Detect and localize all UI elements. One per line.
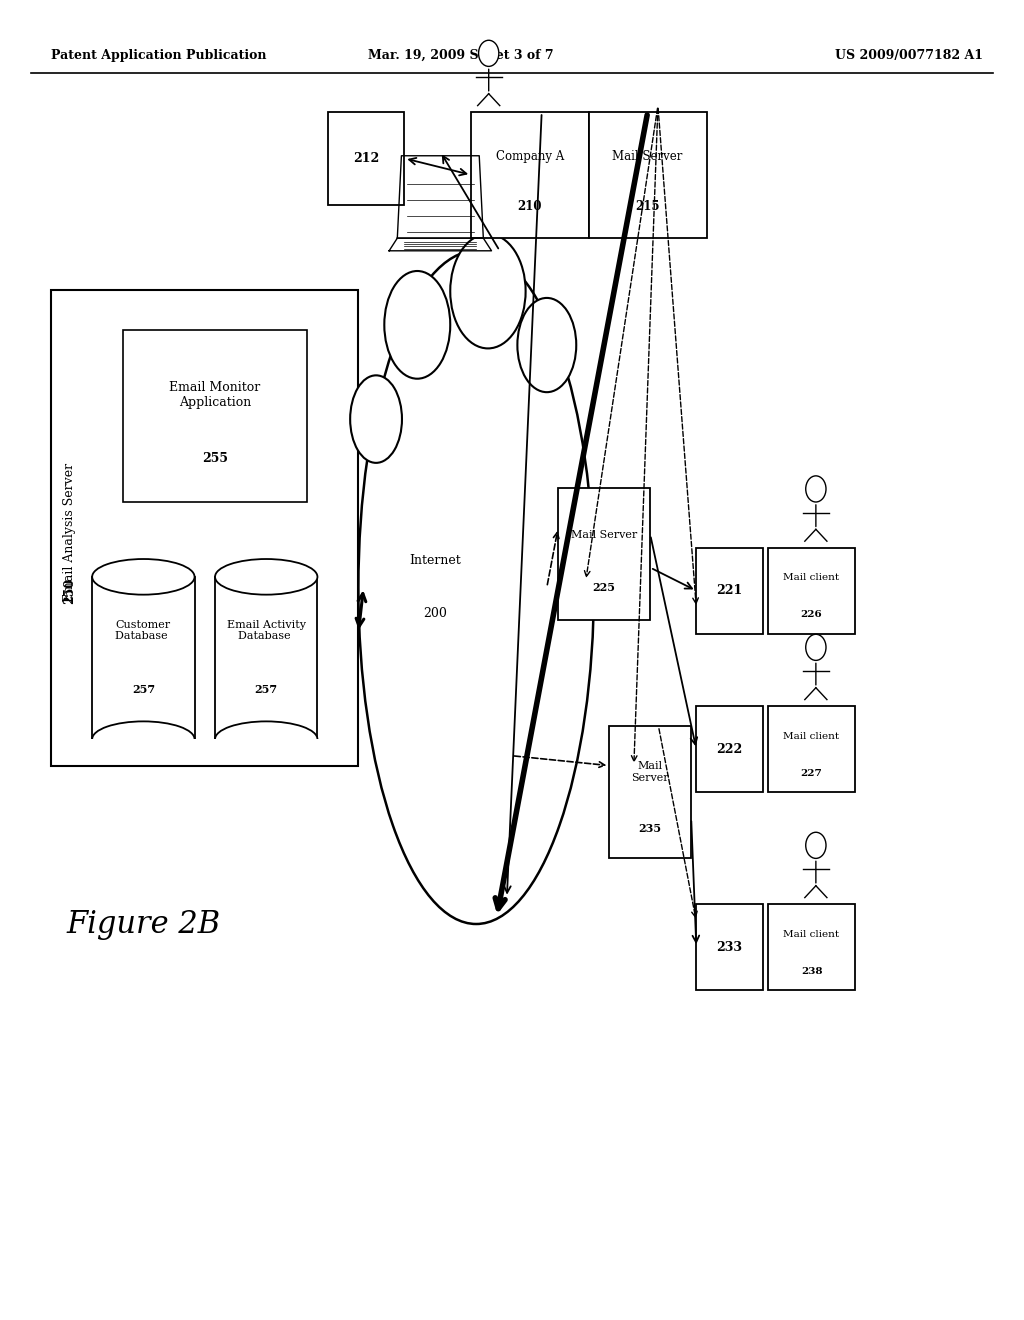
- Text: 235: 235: [639, 824, 662, 834]
- Text: 257: 257: [255, 684, 278, 696]
- Text: Customer
Database: Customer Database: [116, 619, 171, 642]
- Ellipse shape: [350, 375, 402, 463]
- Text: 238: 238: [801, 966, 822, 975]
- Ellipse shape: [215, 560, 317, 594]
- Text: Mail client: Mail client: [783, 731, 840, 741]
- FancyBboxPatch shape: [558, 488, 650, 620]
- Text: 222: 222: [717, 743, 742, 755]
- Text: Mar. 19, 2009 Sheet 3 of 7: Mar. 19, 2009 Sheet 3 of 7: [368, 49, 554, 62]
- Text: 210: 210: [518, 199, 542, 213]
- Text: Email Monitor
Application: Email Monitor Application: [169, 381, 261, 409]
- Text: Patent Application Publication: Patent Application Publication: [51, 49, 266, 62]
- FancyBboxPatch shape: [609, 726, 691, 858]
- Bar: [215, 577, 317, 739]
- Ellipse shape: [92, 560, 195, 594]
- Circle shape: [806, 635, 826, 660]
- Ellipse shape: [92, 721, 195, 758]
- Text: 221: 221: [717, 585, 742, 597]
- Text: Mail Server: Mail Server: [571, 529, 637, 540]
- FancyBboxPatch shape: [696, 904, 763, 990]
- FancyBboxPatch shape: [696, 548, 763, 634]
- Text: 225: 225: [593, 582, 615, 593]
- Text: Company A: Company A: [496, 149, 564, 162]
- FancyBboxPatch shape: [589, 112, 707, 238]
- Text: Figure 2B: Figure 2B: [67, 908, 220, 940]
- FancyBboxPatch shape: [471, 112, 589, 238]
- Text: Email Analysis Server: Email Analysis Server: [63, 454, 76, 602]
- Ellipse shape: [451, 234, 525, 348]
- Text: 250: 250: [63, 578, 76, 605]
- Text: US 2009/0077182 A1: US 2009/0077182 A1: [835, 49, 983, 62]
- Text: Mail Server: Mail Server: [612, 149, 683, 162]
- Circle shape: [806, 833, 826, 858]
- Text: 227: 227: [801, 768, 822, 777]
- Text: 255: 255: [202, 453, 228, 465]
- Text: Mail
Server: Mail Server: [632, 762, 669, 783]
- Bar: [92, 577, 195, 739]
- Text: Internet: Internet: [410, 554, 461, 568]
- FancyBboxPatch shape: [123, 330, 307, 502]
- FancyBboxPatch shape: [328, 112, 404, 205]
- Ellipse shape: [358, 251, 594, 924]
- Ellipse shape: [517, 298, 577, 392]
- Text: Mail client: Mail client: [783, 573, 840, 582]
- Text: Mail client: Mail client: [783, 929, 840, 939]
- Text: 215: 215: [636, 199, 659, 213]
- FancyBboxPatch shape: [696, 706, 763, 792]
- FancyBboxPatch shape: [768, 706, 855, 792]
- Text: Email Activity
Database: Email Activity Database: [226, 619, 306, 642]
- Ellipse shape: [384, 271, 451, 379]
- FancyBboxPatch shape: [768, 904, 855, 990]
- Circle shape: [806, 477, 826, 502]
- Circle shape: [478, 41, 499, 66]
- Text: 212: 212: [353, 152, 379, 165]
- Text: 226: 226: [801, 610, 822, 619]
- Text: 257: 257: [132, 684, 155, 696]
- FancyBboxPatch shape: [51, 290, 358, 766]
- Bar: [213, 739, 319, 759]
- FancyBboxPatch shape: [768, 548, 855, 634]
- Text: 200: 200: [423, 607, 447, 620]
- Bar: [90, 739, 197, 759]
- Ellipse shape: [215, 721, 317, 758]
- Text: 233: 233: [717, 941, 742, 953]
